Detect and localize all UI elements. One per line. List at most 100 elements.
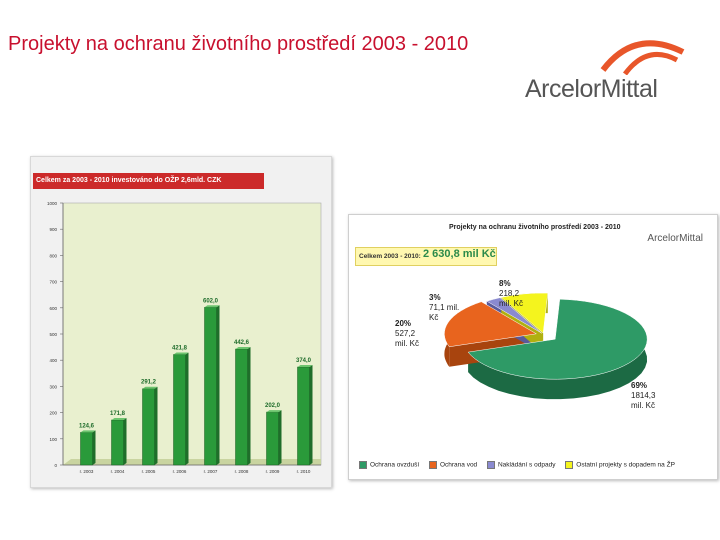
bar-side: [123, 417, 127, 465]
legend-label: Nakládání s odpady: [497, 461, 556, 469]
x-tick-label: r. 2008: [235, 469, 249, 474]
pie-label-ostatni: 8% 218,2 mil. Kč: [499, 269, 523, 309]
pie-chart-panel: Projekty na ochranu životního prostředí …: [348, 214, 718, 480]
legend-swatch: [359, 461, 367, 469]
bar: [297, 365, 313, 466]
plot-floor: [63, 459, 321, 465]
y-tick-label: 600: [49, 306, 57, 311]
bar: [142, 386, 158, 466]
bar: [204, 305, 220, 466]
bar-side: [92, 430, 96, 465]
total-label: Celkem 2003 - 2010:: [359, 253, 421, 260]
bar-front: [235, 348, 248, 466]
pie-slice: [486, 297, 543, 334]
logo-text: ArcelorMittal: [525, 75, 658, 103]
bar-front: [297, 366, 310, 466]
bar-top: [142, 386, 158, 389]
bar-top: [173, 352, 189, 355]
y-tick-label: 800: [49, 253, 57, 258]
y-tick-label: 500: [49, 332, 57, 337]
legend-item: Ochrana ovzduší: [359, 461, 419, 469]
bar-front: [142, 388, 155, 466]
legend-item: Ochrana vod: [428, 461, 478, 469]
pie-label-text: 1814,3 mil. Kč: [631, 391, 656, 410]
bar-value-label: 374,0: [296, 358, 312, 364]
bar-chart: 0 100 200 300 400 500 600 700 800 900 1000 124,6 r. …: [47, 201, 322, 474]
x-tick-label: r. 2006: [173, 469, 187, 474]
y-tick-label: 700: [49, 280, 57, 285]
x-tick-label: r. 2005: [142, 469, 156, 474]
y-tick-label: 200: [49, 411, 57, 416]
bar-top: [111, 417, 127, 420]
bar-top: [297, 365, 313, 368]
legend-item: Nakládání s odpady: [486, 461, 556, 469]
bar-value-label: 202,0: [265, 403, 281, 409]
legend-label: Ostatní projekty s dopadem na ŽP: [576, 461, 675, 469]
bar-front: [204, 307, 217, 466]
bar-side: [216, 305, 220, 465]
legend-swatch: [486, 461, 495, 469]
total-value: 2 630,8 mil Kč: [423, 248, 496, 260]
bar-side: [154, 386, 158, 465]
bar-value-label: 421,8: [172, 345, 188, 351]
bar-top: [204, 305, 220, 308]
x-tick-label: r. 2003: [80, 469, 94, 474]
pie-label-text: 218,2 mil. Kč: [499, 289, 523, 308]
pie-logo-text: ArcelorMittal: [647, 233, 703, 244]
arcelormittal-logo: ArcelorMittal: [525, 30, 695, 105]
legend-label: Ochrana ovzduší: [370, 461, 420, 469]
pie-label-text: 71,1 mil. Kč: [429, 303, 460, 322]
pie-label-ovzdusi: 69% 1814,3 mil. Kč: [631, 371, 655, 411]
bar-side: [185, 352, 189, 465]
bar-front: [111, 419, 124, 466]
pie-slice: [500, 292, 549, 334]
pie-slice: [444, 301, 538, 348]
bar: [266, 410, 282, 466]
bar-front: [80, 432, 93, 466]
y-tick-label: 300: [49, 384, 57, 389]
bar-top: [80, 430, 96, 433]
bar-top: [235, 347, 251, 350]
x-tick-label: r. 2004: [111, 469, 125, 474]
bar-side: [247, 347, 251, 465]
bar-value-label: 602,0: [203, 298, 219, 304]
pie-label-pct: 8%: [499, 279, 511, 288]
bar: [173, 352, 189, 466]
bar-value-label: 171,8: [110, 411, 126, 417]
bar-side: [309, 365, 313, 465]
pie-label-pct: 20%: [395, 319, 412, 328]
pie-legend: Ochrana ovzduší Ochrana vod Nakládání s …: [359, 461, 683, 469]
bar: [111, 417, 127, 466]
legend-label: Ochrana vod: [439, 461, 478, 469]
legend-swatch: [565, 461, 574, 469]
logo-swoosh-icon: [600, 40, 685, 75]
pie-label-odpady: 3% 71,1 mil. Kč: [429, 283, 459, 323]
pie-label-vod: 20% 527,2 mil. Kč: [395, 309, 419, 349]
legend-swatch: [428, 461, 437, 469]
y-tick-label: 400: [49, 358, 57, 363]
legend-item: Ostatní projekty s dopadem na ŽP: [565, 461, 675, 469]
x-tick-label: r. 2007: [204, 469, 218, 474]
pie-slice: [467, 299, 648, 380]
slide-title: Projekty na ochranu životního prostředí …: [8, 33, 469, 55]
bar-value-label: 291,2: [141, 380, 157, 386]
bar-front: [173, 354, 186, 466]
x-tick-label: r. 2009: [266, 469, 280, 474]
bar: [235, 347, 251, 466]
bar-front: [266, 411, 279, 466]
bar-value-label: 124,6: [79, 423, 95, 429]
pie-label-pct: 69%: [631, 381, 648, 390]
pie-chart: [444, 292, 648, 400]
y-tick-label: 0: [54, 463, 57, 468]
bar-chart-header: Celkem za 2003 - 2010 investováno do OŽP…: [33, 173, 264, 189]
y-tick-label: 900: [49, 227, 57, 232]
bar-side: [278, 410, 282, 465]
pie-chart-title: Projekty na ochranu životního prostředí …: [449, 224, 621, 231]
plot-area: [62, 202, 322, 466]
x-tick-label: r. 2010: [297, 469, 311, 474]
pie-label-text: 527,2 mil. Kč: [395, 329, 419, 348]
bar-value-label: 442,6: [234, 340, 250, 346]
bar-chart-panel: Celkem za 2003 - 2010 investováno do OŽP…: [30, 156, 332, 488]
bar-top: [266, 410, 282, 413]
bar: [80, 430, 96, 466]
